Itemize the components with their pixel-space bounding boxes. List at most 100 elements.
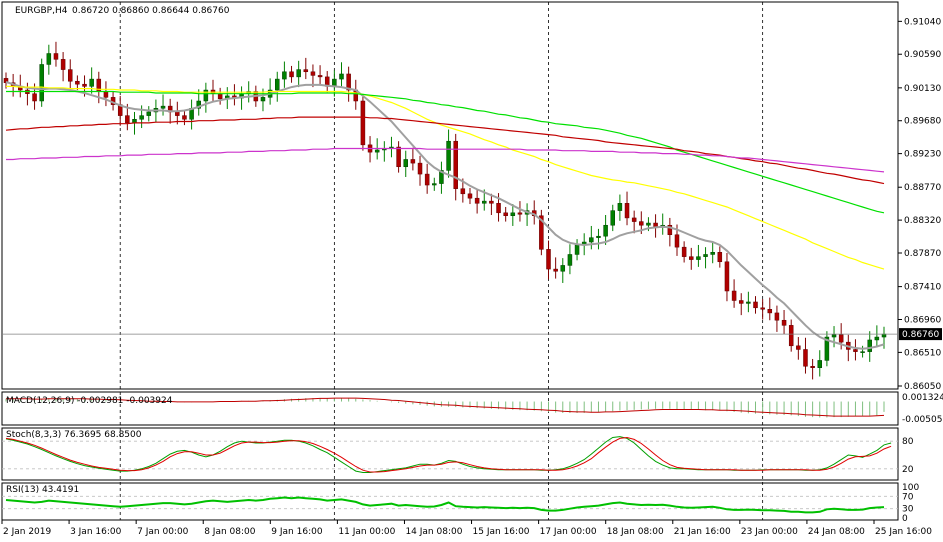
candle-body xyxy=(439,170,444,184)
y-tick-label: 0.87870 xyxy=(904,249,941,259)
candle-body xyxy=(82,83,87,87)
candle-body xyxy=(60,59,66,70)
candle-body xyxy=(674,234,680,248)
candle-body xyxy=(738,300,744,304)
candle-body xyxy=(724,261,730,292)
candle-body xyxy=(196,100,201,109)
candle-body xyxy=(482,200,487,204)
x-tick-label: 8 Jan 08:00 xyxy=(204,527,256,537)
candle-body xyxy=(417,162,423,175)
candle-body xyxy=(510,212,516,216)
candle-body xyxy=(474,197,480,204)
x-tick-label: 14 Jan 08:00 xyxy=(405,527,462,537)
candle-body xyxy=(460,188,466,195)
stoch-pane-frame xyxy=(1,427,899,481)
candle-body xyxy=(432,183,437,186)
candle-body xyxy=(89,78,94,87)
candle-body xyxy=(689,256,694,260)
candle-body xyxy=(838,334,844,343)
x-tick-label: 18 Jan 08:00 xyxy=(607,527,664,537)
stoch-label: Stoch(8,3,3) 76.3695 68.8500 xyxy=(6,430,142,440)
stoch-y-label: 80 xyxy=(902,437,914,447)
last-price-tag xyxy=(899,328,942,341)
y-tick-label: 0.89230 xyxy=(904,150,941,160)
candle-body xyxy=(310,71,316,76)
candle-body xyxy=(817,360,823,368)
x-tick-label: 7 Jan 00:00 xyxy=(137,527,189,537)
candle-body xyxy=(646,222,651,226)
y-tick-label: 0.88320 xyxy=(904,216,941,226)
x-tick-label: 9 Jan 16:00 xyxy=(271,527,323,537)
price-pane xyxy=(2,41,898,380)
candle-body xyxy=(803,349,808,367)
candle-body xyxy=(574,244,580,255)
y-tick-label: 0.89680 xyxy=(904,117,941,127)
candle-body xyxy=(75,81,80,85)
rsi-pane xyxy=(2,495,898,514)
candle-body xyxy=(717,252,723,263)
candle-body xyxy=(539,215,544,250)
candle-body xyxy=(175,111,180,116)
moving-average-line xyxy=(6,85,885,270)
macd-y-label: -0.005055 xyxy=(902,415,943,425)
macd-pane-frame xyxy=(1,391,899,426)
candle-body xyxy=(596,235,601,238)
candle-body xyxy=(453,140,458,189)
candle-body xyxy=(346,73,351,91)
macd-signal-line xyxy=(6,397,885,417)
candle-body xyxy=(746,301,751,304)
macd-label: MACD(12,26,9) -0.002981 -0.003924 xyxy=(6,396,173,406)
candle-body xyxy=(631,217,637,222)
candle-body xyxy=(867,339,872,352)
candle-body xyxy=(617,203,623,211)
y-tick-label: 0.86960 xyxy=(904,316,941,326)
candle-body xyxy=(681,246,687,257)
candle-body xyxy=(446,140,451,171)
x-tick-label: 2 Jan 2019 xyxy=(3,527,51,537)
candle-body xyxy=(824,336,830,361)
candle-body xyxy=(760,307,765,310)
candle-body xyxy=(546,249,551,270)
candle-body xyxy=(603,224,608,237)
candle-body xyxy=(410,159,416,164)
candle-body xyxy=(853,349,858,352)
main-pane-frame xyxy=(1,1,899,390)
axes: 0.91040 0.90590 0.90130 0.89680 0.89230 0.887… xyxy=(1,17,943,537)
rsi-y-label: 0 xyxy=(902,514,908,524)
ohlc-label: 0.86720 0.86860 0.86644 0.86760 xyxy=(72,6,230,16)
rsi-pane-frame xyxy=(1,482,899,521)
candle-body xyxy=(103,91,109,98)
candle-body xyxy=(503,212,508,216)
candle-body xyxy=(810,366,815,368)
candle-body xyxy=(667,224,673,235)
candle-body xyxy=(788,325,794,347)
candle-body xyxy=(860,351,865,353)
candle-body xyxy=(560,265,566,272)
rsi-label: RSI(13) 43.4191 xyxy=(6,485,79,495)
candle-body xyxy=(774,312,780,321)
rsi-line xyxy=(5,496,885,514)
y-tick-label: 0.87410 xyxy=(904,283,941,293)
x-tick-label: 25 Jan 16:00 xyxy=(875,527,932,537)
candle-body xyxy=(703,254,708,257)
candle-body xyxy=(567,254,573,266)
candle-body xyxy=(831,334,837,338)
candle-body xyxy=(467,193,473,199)
x-tick-label: 23 Jan 00:00 xyxy=(741,527,798,537)
candle-body xyxy=(781,319,787,326)
candle-body xyxy=(160,105,166,109)
y-tick-label: 0.86050 xyxy=(904,382,941,392)
candle-body xyxy=(874,336,880,341)
candle-body xyxy=(203,89,209,102)
candle-body xyxy=(53,53,59,60)
x-tick-label: 17 Jan 00:00 xyxy=(540,527,597,537)
candle-body xyxy=(182,115,187,120)
stoch-signal-line xyxy=(5,436,892,473)
candle-body xyxy=(260,97,266,102)
candle-body xyxy=(339,73,344,80)
stoch-y-label: 20 xyxy=(902,465,914,475)
candle-body xyxy=(881,333,887,338)
rsi-y-label: 30 xyxy=(902,505,914,515)
